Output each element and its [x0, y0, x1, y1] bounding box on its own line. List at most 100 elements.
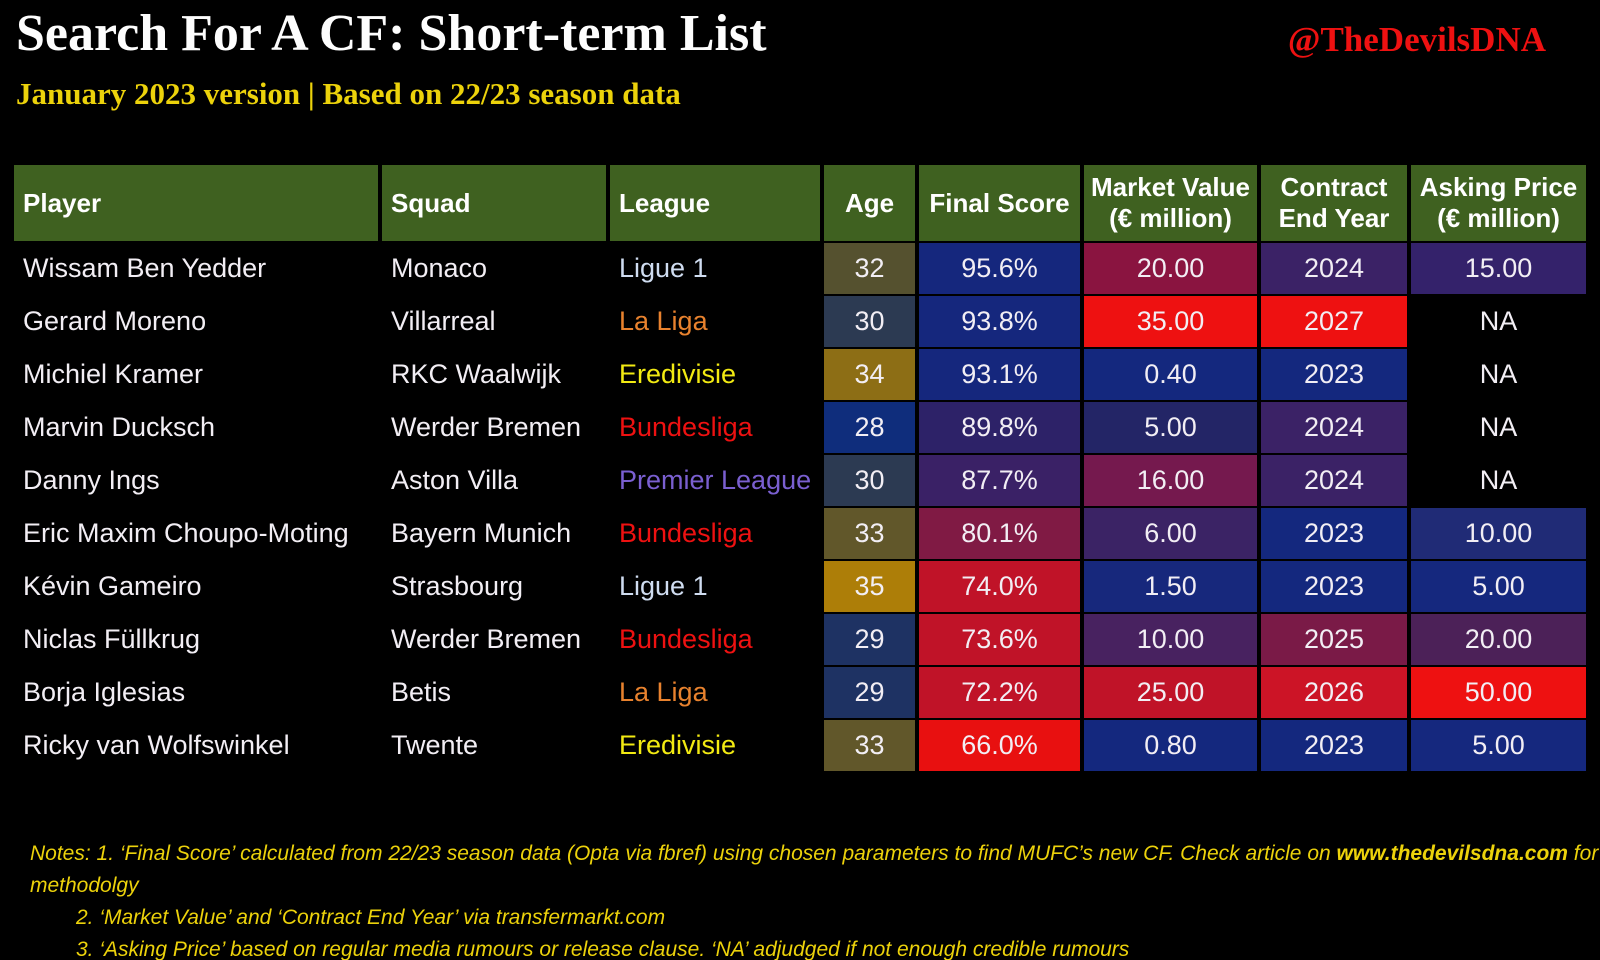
final-score-cell: 73.6%	[919, 614, 1080, 665]
column-header-league: League	[610, 165, 820, 241]
player-name: Gerard Moreno	[14, 296, 378, 347]
final-score-cell: 74.0%	[919, 561, 1080, 612]
column-header-player: Player	[14, 165, 378, 241]
league-name: Eredivisie	[610, 720, 820, 771]
note-line-3: 3. ‘Asking Price’ based on regular media…	[76, 938, 1130, 960]
asking-price-cell: NA	[1411, 296, 1586, 347]
final-score-cell: 80.1%	[919, 508, 1080, 559]
asking-price-cell: NA	[1411, 402, 1586, 453]
players-table: Player Squad League Age Final Score Mark…	[14, 165, 1586, 771]
age-cell: 28	[824, 402, 915, 453]
contract-end-year-cell: 2025	[1261, 614, 1407, 665]
page-subtitle: January 2023 version | Based on 22/23 se…	[16, 76, 681, 111]
squad-name: Betis	[382, 667, 606, 718]
asking-price-cell: NA	[1411, 349, 1586, 400]
squad-name: Villarreal	[382, 296, 606, 347]
contract-end-year-cell: 2023	[1261, 720, 1407, 771]
market-value-cell: 35.00	[1084, 296, 1257, 347]
player-name: Niclas Füllkrug	[14, 614, 378, 665]
final-score-cell: 93.1%	[919, 349, 1080, 400]
final-score-cell: 72.2%	[919, 667, 1080, 718]
column-header-squad: Squad	[382, 165, 606, 241]
market-value-cell: 20.00	[1084, 243, 1257, 294]
final-score-cell: 89.8%	[919, 402, 1080, 453]
contract-end-year-cell: 2023	[1261, 561, 1407, 612]
age-cell: 33	[824, 720, 915, 771]
asking-price-cell: 15.00	[1411, 243, 1586, 294]
column-header-market-value: Market Value (€ million)	[1084, 165, 1257, 241]
league-name: Bundesliga	[610, 402, 820, 453]
age-cell: 29	[824, 667, 915, 718]
contract-end-year-cell: 2024	[1261, 243, 1407, 294]
league-name: La Liga	[610, 296, 820, 347]
market-value-cell: 25.00	[1084, 667, 1257, 718]
player-name: Eric Maxim Choupo-Moting	[14, 508, 378, 559]
notes: Notes: 1. ‘Final Score’ calculated from …	[30, 838, 1600, 960]
league-name: Bundesliga	[610, 508, 820, 559]
final-score-cell: 87.7%	[919, 455, 1080, 506]
final-score-cell: 93.8%	[919, 296, 1080, 347]
age-cell: 32	[824, 243, 915, 294]
column-header-asking-price: Asking Price (€ million)	[1411, 165, 1586, 241]
player-name: Marvin Ducksch	[14, 402, 378, 453]
squad-name: Werder Bremen	[382, 614, 606, 665]
market-value-cell: 6.00	[1084, 508, 1257, 559]
contract-end-year-cell: 2024	[1261, 402, 1407, 453]
contract-end-year-cell: 2027	[1261, 296, 1407, 347]
column-header-age: Age	[824, 165, 915, 241]
market-value-cell: 0.80	[1084, 720, 1257, 771]
note-1-text: Notes: 1. ‘Final Score’ calculated from …	[30, 842, 1337, 865]
note-1-website: www.thedevilsdna.com	[1336, 842, 1568, 865]
squad-name: Twente	[382, 720, 606, 771]
note-line-2: 2. ‘Market Value’ and ‘Contract End Year…	[76, 906, 666, 929]
contract-end-year-cell: 2026	[1261, 667, 1407, 718]
league-name: Eredivisie	[610, 349, 820, 400]
player-name: Michiel Kramer	[14, 349, 378, 400]
final-score-cell: 66.0%	[919, 720, 1080, 771]
age-cell: 30	[824, 296, 915, 347]
twitter-handle: @TheDevilsDNA	[1287, 20, 1546, 59]
market-value-cell: 5.00	[1084, 402, 1257, 453]
player-name: Ricky van Wolfswinkel	[14, 720, 378, 771]
age-cell: 35	[824, 561, 915, 612]
final-score-cell: 95.6%	[919, 243, 1080, 294]
note-1-tail: for methodolgy	[30, 842, 1599, 897]
asking-price-cell: 20.00	[1411, 614, 1586, 665]
player-name: Wissam Ben Yedder	[14, 243, 378, 294]
column-header-final-score: Final Score	[919, 165, 1080, 241]
player-name: Danny Ings	[14, 455, 378, 506]
market-value-cell: 0.40	[1084, 349, 1257, 400]
player-name: Kévin Gameiro	[14, 561, 378, 612]
contract-end-year-cell: 2024	[1261, 455, 1407, 506]
league-name: Bundesliga	[610, 614, 820, 665]
league-name: Premier League	[610, 455, 820, 506]
asking-price-cell: 5.00	[1411, 561, 1586, 612]
age-cell: 30	[824, 455, 915, 506]
squad-name: Strasbourg	[382, 561, 606, 612]
squad-name: Monaco	[382, 243, 606, 294]
league-name: Ligue 1	[610, 561, 820, 612]
squad-name: Werder Bremen	[382, 402, 606, 453]
market-value-cell: 1.50	[1084, 561, 1257, 612]
age-cell: 34	[824, 349, 915, 400]
player-name: Borja Iglesias	[14, 667, 378, 718]
league-name: La Liga	[610, 667, 820, 718]
market-value-cell: 10.00	[1084, 614, 1257, 665]
asking-price-cell: 50.00	[1411, 667, 1586, 718]
column-header-contract-end: Contract End Year	[1261, 165, 1407, 241]
age-cell: 29	[824, 614, 915, 665]
contract-end-year-cell: 2023	[1261, 349, 1407, 400]
asking-price-cell: NA	[1411, 455, 1586, 506]
squad-name: Aston Villa	[382, 455, 606, 506]
league-name: Ligue 1	[610, 243, 820, 294]
squad-name: Bayern Munich	[382, 508, 606, 559]
age-cell: 33	[824, 508, 915, 559]
asking-price-cell: 5.00	[1411, 720, 1586, 771]
note-line-1: Notes: 1. ‘Final Score’ calculated from …	[30, 838, 1600, 902]
contract-end-year-cell: 2023	[1261, 508, 1407, 559]
asking-price-cell: 10.00	[1411, 508, 1586, 559]
squad-name: RKC Waalwijk	[382, 349, 606, 400]
market-value-cell: 16.00	[1084, 455, 1257, 506]
page-title: Search For A CF: Short-term List	[16, 5, 767, 62]
